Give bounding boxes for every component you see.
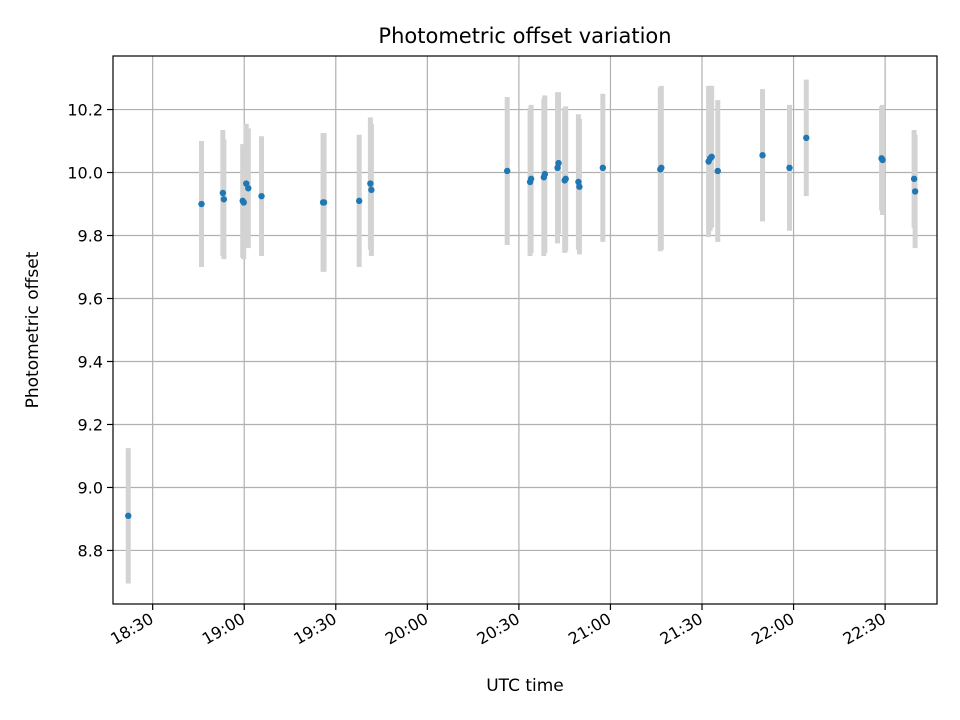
x-tick-label: 20:30 [473,609,522,649]
data-point [527,175,535,183]
x-tick-label: 22:00 [748,609,797,649]
data-point [503,167,511,175]
data-point [562,175,569,183]
data-point [658,164,665,172]
data-point [219,189,227,197]
x-axis-label: UTC time [486,676,564,696]
x-tick-label: 21:00 [565,609,614,649]
y-axis-ticks: 8.8 9.0 9.2 9.4 9.6 9.8 10.0 10.2 [67,101,113,560]
y-tick-label: 9.8 [78,227,103,246]
data-point [220,196,228,203]
y-tick-label: 10.0 [67,164,103,183]
x-tick-label: 21:30 [657,609,706,649]
data-point [125,512,132,520]
x-tick-label: 20:00 [382,609,431,649]
y-tick-label: 9.4 [78,352,103,371]
data-points [125,134,919,520]
x-tick-label: 22:30 [840,609,889,649]
data-point [599,164,607,172]
data-point [367,180,374,187]
y-tick-label: 9.6 [78,290,103,309]
grid-lines [113,56,937,604]
plot-frame [112,55,938,605]
data-point [368,186,375,194]
data-point [879,156,886,164]
data-point [355,197,363,205]
data-point [541,170,549,178]
data-point [714,167,721,175]
x-tick-label: 19:00 [199,609,248,649]
y-tick-label: 10.2 [67,101,103,120]
data-point [258,192,265,200]
error-bars [125,79,918,584]
data-point [803,134,810,142]
y-tick-label: 9.2 [78,415,103,434]
chart-title: Photometric offset variation [378,24,671,48]
data-point [786,164,793,172]
data-point [708,153,715,160]
data-point [911,188,919,195]
y-tick-label: 9.0 [78,478,103,497]
data-point [320,199,328,206]
data-point [759,152,766,159]
x-tick-label: 18:30 [107,609,156,649]
data-point [576,183,583,190]
x-tick-label: 19:30 [290,609,339,649]
data-point [555,159,562,167]
x-axis-ticks: 18:30 19:00 19:30 20:00 20:30 21:00 21:30 22:00… [107,604,889,649]
y-tick-label: 8.8 [78,541,103,560]
data-point [240,199,247,206]
data-point [198,200,205,208]
data-point [245,185,252,192]
y-axis-label: Photometric offset [23,251,43,408]
data-point [910,175,918,183]
